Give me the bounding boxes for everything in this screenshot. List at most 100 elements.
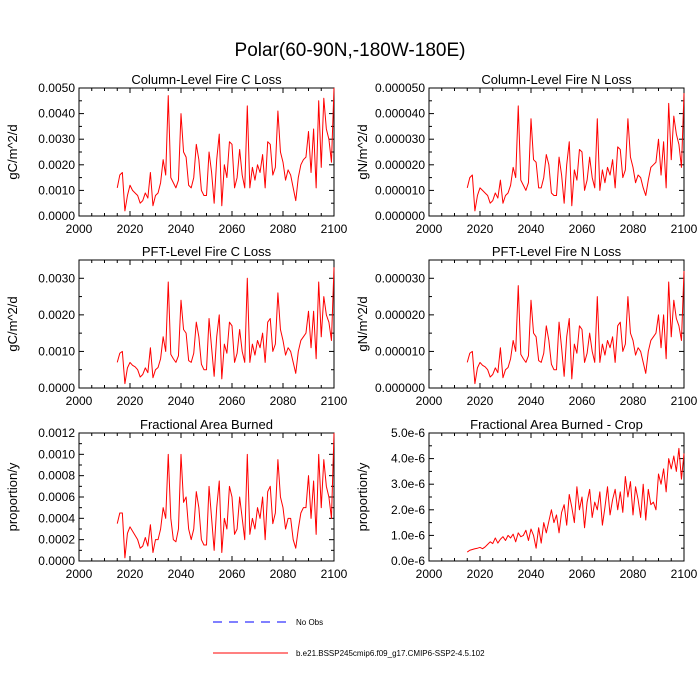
x-tick-label: 2100 <box>321 394 348 408</box>
panel-title: Column-Level Fire N Loss <box>481 72 632 87</box>
legend-label-no-obs: No Obs <box>296 618 323 627</box>
x-tick-label: 2020 <box>117 222 144 236</box>
y-axis-label: gC/m^2/d <box>5 296 20 351</box>
y-tick-label: 0.0000 <box>38 554 75 568</box>
x-tick-label: 2040 <box>168 222 195 236</box>
x-tick-label: 2080 <box>270 222 297 236</box>
y-tick-label: 0.0010 <box>38 183 75 197</box>
x-tick-label: 2080 <box>620 222 647 236</box>
x-tick-label: 2000 <box>416 394 443 408</box>
plot-frame <box>428 432 685 562</box>
y-tick-label: 0.000050 <box>375 81 425 95</box>
panels-container: Column-Level Fire C Loss gC/m^2/d 2000 2020… <box>5 72 698 581</box>
x-tick-label: 2040 <box>518 567 545 581</box>
series-line <box>116 432 335 559</box>
y-axis-label: gC/m^2/d <box>5 124 20 179</box>
y-tick-label: 4.0e-6 <box>391 452 425 466</box>
y-tick-label: 0.000040 <box>375 107 425 121</box>
chart-panel-5: Fractional Area Burned proportion/y 2000 20… <box>5 417 348 581</box>
y-tick-label: 0.0000 <box>38 381 75 395</box>
chart-panel-2: Column-Level Fire N Loss gN/m^2/d 2000 2020… <box>355 72 698 236</box>
y-tick-label: 0.0050 <box>38 81 75 95</box>
x-tick-label: 2080 <box>620 394 647 408</box>
x-tick-label: 2040 <box>518 394 545 408</box>
y-tick-label: 0.0010 <box>38 344 75 358</box>
y-axis-label: proportion/y <box>5 462 20 531</box>
y-axis-label: proportion/y <box>355 462 370 531</box>
x-tick-label: 2020 <box>467 222 494 236</box>
y-tick-label: 0.0000 <box>38 209 75 223</box>
series-line <box>466 447 685 553</box>
y-tick-label: 0.000010 <box>375 344 425 358</box>
chart-panel-6: Fractional Area Burned - Crop proportion/… <box>355 417 698 581</box>
y-tick-label: 0.0012 <box>38 426 75 440</box>
x-tick-label: 2100 <box>671 567 698 581</box>
x-tick-label: 2060 <box>219 567 246 581</box>
y-tick-label: 0.000030 <box>375 271 425 285</box>
x-tick-label: 2060 <box>569 222 596 236</box>
y-axis-label: gN/m^2/d <box>355 124 370 179</box>
y-tick-label: 3.0e-6 <box>391 477 425 491</box>
y-tick-label: 0.0030 <box>38 271 75 285</box>
x-tick-label: 2000 <box>66 567 93 581</box>
y-tick-label: 0.0004 <box>38 511 75 525</box>
x-tick-label: 2100 <box>321 567 348 581</box>
series-line <box>466 270 685 385</box>
y-tick-label: 0.000000 <box>375 209 425 223</box>
x-tick-label: 2020 <box>117 394 144 408</box>
figure-title: Polar(60-90N,-180W-180E) <box>235 40 466 61</box>
y-tick-label: 0.0020 <box>38 158 75 172</box>
y-tick-label: 0.0040 <box>38 107 75 121</box>
x-tick-label: 2100 <box>671 222 698 236</box>
chart-panel-1: Column-Level Fire C Loss gC/m^2/d 2000 2020… <box>5 72 348 236</box>
chart-panel-3: PFT-Level Fire C Loss gC/m^2/d 2000 2020 204… <box>5 244 348 408</box>
x-tick-label: 2080 <box>270 567 297 581</box>
x-tick-label: 2040 <box>168 567 195 581</box>
x-tick-label: 2020 <box>117 567 144 581</box>
panel-title: PFT-Level Fire N Loss <box>492 244 622 259</box>
x-tick-label: 2000 <box>416 222 443 236</box>
series-line <box>466 93 685 212</box>
y-tick-label: 0.000000 <box>375 381 425 395</box>
plot-frame <box>428 87 685 217</box>
x-tick-label: 2000 <box>416 567 443 581</box>
y-tick-label: 0.000020 <box>375 158 425 172</box>
x-tick-label: 2080 <box>620 567 647 581</box>
y-tick-label: 0.000030 <box>375 132 425 146</box>
panel-title: PFT-Level Fire C Loss <box>142 244 272 259</box>
y-tick-label: 0.0002 <box>38 533 75 547</box>
legend-label-model: b.e21.BSSP245cmip6.f09_g17.CMIP6-SSP2-4.… <box>296 649 485 658</box>
series-line <box>116 87 335 212</box>
x-tick-label: 2020 <box>467 567 494 581</box>
chart-panel-4: PFT-Level Fire N Loss gN/m^2/d 2000 2020 204… <box>355 244 698 408</box>
y-tick-label: 1.0e-6 <box>391 528 425 542</box>
x-tick-label: 2040 <box>518 222 545 236</box>
y-tick-label: 0.0010 <box>38 447 75 461</box>
y-tick-label: 0.0006 <box>38 490 75 504</box>
y-tick-label: 0.0e-6 <box>391 554 425 568</box>
y-tick-label: 0.000010 <box>375 183 425 197</box>
x-tick-label: 2000 <box>66 222 93 236</box>
y-tick-label: 2.0e-6 <box>391 503 425 517</box>
x-tick-label: 2000 <box>66 394 93 408</box>
x-tick-label: 2100 <box>671 394 698 408</box>
x-tick-label: 2060 <box>569 394 596 408</box>
legend: No Obs b.e21.BSSP245cmip6.f09_g17.CMIP6-… <box>213 618 485 658</box>
y-tick-label: 0.0008 <box>38 469 75 483</box>
series-line <box>116 267 335 385</box>
y-tick-label: 0.000020 <box>375 308 425 322</box>
x-tick-label: 2060 <box>569 567 596 581</box>
y-tick-label: 0.0020 <box>38 308 75 322</box>
x-tick-label: 2020 <box>467 394 494 408</box>
x-tick-label: 2100 <box>321 222 348 236</box>
x-tick-label: 2060 <box>219 394 246 408</box>
y-axis-label: gN/m^2/d <box>355 296 370 351</box>
panel-title: Fractional Area Burned - Crop <box>470 417 643 432</box>
y-tick-label: 5.0e-6 <box>391 426 425 440</box>
x-tick-label: 2060 <box>219 222 246 236</box>
panel-title: Fractional Area Burned <box>140 417 273 432</box>
x-tick-label: 2080 <box>270 394 297 408</box>
x-tick-label: 2040 <box>168 394 195 408</box>
panel-title: Column-Level Fire C Loss <box>131 72 282 87</box>
